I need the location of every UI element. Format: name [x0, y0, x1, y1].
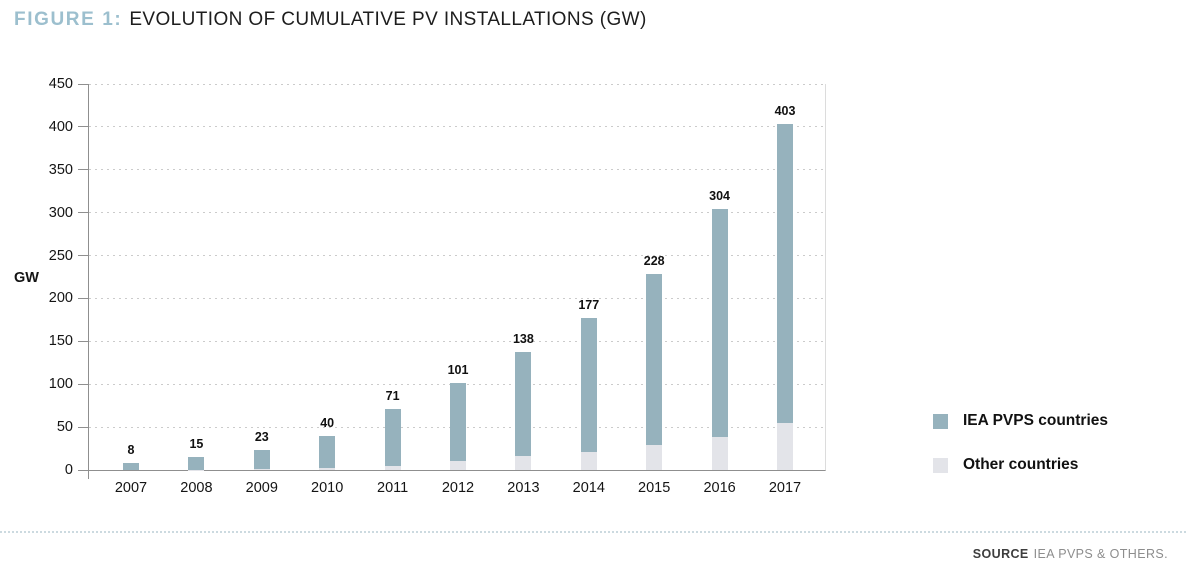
- source-label: SOURCE: [972, 547, 1029, 561]
- gridline-250: [89, 255, 825, 257]
- legend-label-other: Other countries: [963, 456, 1079, 473]
- bar-ieapvps-2016: [711, 209, 728, 437]
- bar-other-2010: [319, 468, 336, 470]
- y-tick-label-100: 100: [48, 376, 73, 393]
- plot-area: 0 50 100 150 200 250 300 350 400 450 8 2007 15 2008 23…: [49, 76, 826, 496]
- bar-value-2010: 40: [320, 415, 335, 430]
- legend-item-iea-pvps: IEA PVPS countries: [933, 412, 1108, 430]
- bar-value-2017: 403: [774, 104, 796, 119]
- x-tick-label-2008: 2008: [180, 480, 213, 496]
- bar-value-2009: 23: [254, 430, 269, 445]
- bar-value-2013: 138: [512, 331, 534, 346]
- gridline-300: [89, 212, 825, 214]
- x-tick-label-2015: 2015: [638, 480, 671, 496]
- bar-other-2011: [384, 465, 401, 470]
- y-tick-label-200: 200: [48, 290, 73, 307]
- bar-other-2009: [253, 469, 270, 470]
- figure-title: FIGURE 1: EVOLUTION OF CUMULATIVE PV INST…: [14, 9, 647, 31]
- y-tick-label-150: 150: [48, 333, 73, 350]
- gridline-400: [89, 126, 825, 128]
- bar-ieapvps-2015: [646, 274, 663, 446]
- bar-value-2008: 15: [189, 437, 204, 452]
- bar-ieapvps-2008: [188, 457, 205, 470]
- bar-value-2015: 228: [643, 254, 665, 269]
- y-tick-450: [78, 83, 89, 85]
- y-tick-label-400: 400: [48, 118, 73, 135]
- y-axis-line-extension: [87, 470, 89, 479]
- y-tick-label-350: 350: [48, 161, 73, 178]
- y-tick-400: [78, 126, 89, 128]
- y-axis-title: GW: [14, 270, 39, 286]
- y-tick-0: [78, 469, 89, 471]
- bar-other-2013: [515, 456, 532, 470]
- bar-ieapvps-2010: [319, 435, 336, 469]
- bar-other-2014: [580, 452, 597, 470]
- y-tick-label-250: 250: [48, 247, 73, 264]
- source-note: SOURCE IEA PVPS & OTHERS.: [973, 547, 1168, 561]
- bar-other-2016: [711, 436, 728, 470]
- x-tick-label-2016: 2016: [703, 480, 736, 496]
- bar-ieapvps-2014: [580, 318, 597, 452]
- y-tick-350: [78, 169, 89, 171]
- y-tick-50: [78, 426, 89, 428]
- bar-value-2012: 101: [447, 363, 469, 378]
- y-tick-150: [78, 340, 89, 342]
- bar-ieapvps-2007: [123, 463, 139, 470]
- legend-label-iea-pvps: IEA PVPS countries: [963, 412, 1108, 429]
- bar-ieapvps-2011: [384, 409, 401, 466]
- gridline-350: [89, 169, 825, 171]
- source-text: IEA PVPS & OTHERS.: [1033, 547, 1168, 561]
- gridline-150: [89, 340, 825, 342]
- figure-number-label: FIGURE 1:: [14, 9, 123, 30]
- legend-swatch-iea-pvps: [933, 413, 948, 429]
- dotted-separator: [0, 531, 1186, 533]
- y-tick-100: [78, 383, 89, 385]
- bar-ieapvps-2017: [777, 124, 793, 423]
- bar-other-2015: [646, 445, 663, 470]
- x-tick-label-2009: 2009: [245, 480, 278, 496]
- y-tick-300: [78, 212, 89, 214]
- x-tick-label-2012: 2012: [441, 480, 475, 496]
- gridline-450: [89, 83, 825, 85]
- y-tick-200: [78, 297, 89, 299]
- bar-value-2007: 8: [127, 443, 135, 458]
- bar-ieapvps-2012: [450, 383, 466, 461]
- x-tick-label-2011: 2011: [377, 480, 409, 496]
- bar-other-2012: [450, 460, 466, 470]
- gridline-200: [89, 297, 825, 299]
- legend: IEA PVPS countries Other countries: [933, 412, 1108, 500]
- x-tick-label-2007: 2007: [114, 480, 148, 496]
- y-tick-250: [78, 255, 89, 257]
- x-tick-label-2017: 2017: [768, 480, 802, 496]
- y-tick-label-450: 450: [48, 76, 73, 92]
- bar-other-2017: [777, 422, 793, 470]
- legend-item-other: Other countries: [933, 456, 1108, 474]
- legend-swatch-other: [933, 457, 948, 473]
- bar-value-2016: 304: [709, 189, 731, 204]
- figure-title-text: EVOLUTION OF CUMULATIVE PV INSTALLATIONS…: [129, 9, 647, 30]
- x-tick-label-2014: 2014: [572, 480, 605, 496]
- bar-ieapvps-2009: [253, 450, 270, 470]
- x-tick-label-2010: 2010: [311, 480, 344, 496]
- y-tick-label-50: 50: [56, 419, 73, 436]
- x-tick-label-2013: 2013: [507, 480, 540, 496]
- y-tick-label-300: 300: [48, 204, 73, 221]
- bar-value-2011: 71: [385, 389, 400, 404]
- bar-value-2014: 177: [578, 298, 600, 313]
- bar-ieapvps-2013: [515, 351, 532, 457]
- y-tick-label-0: 0: [64, 462, 73, 478]
